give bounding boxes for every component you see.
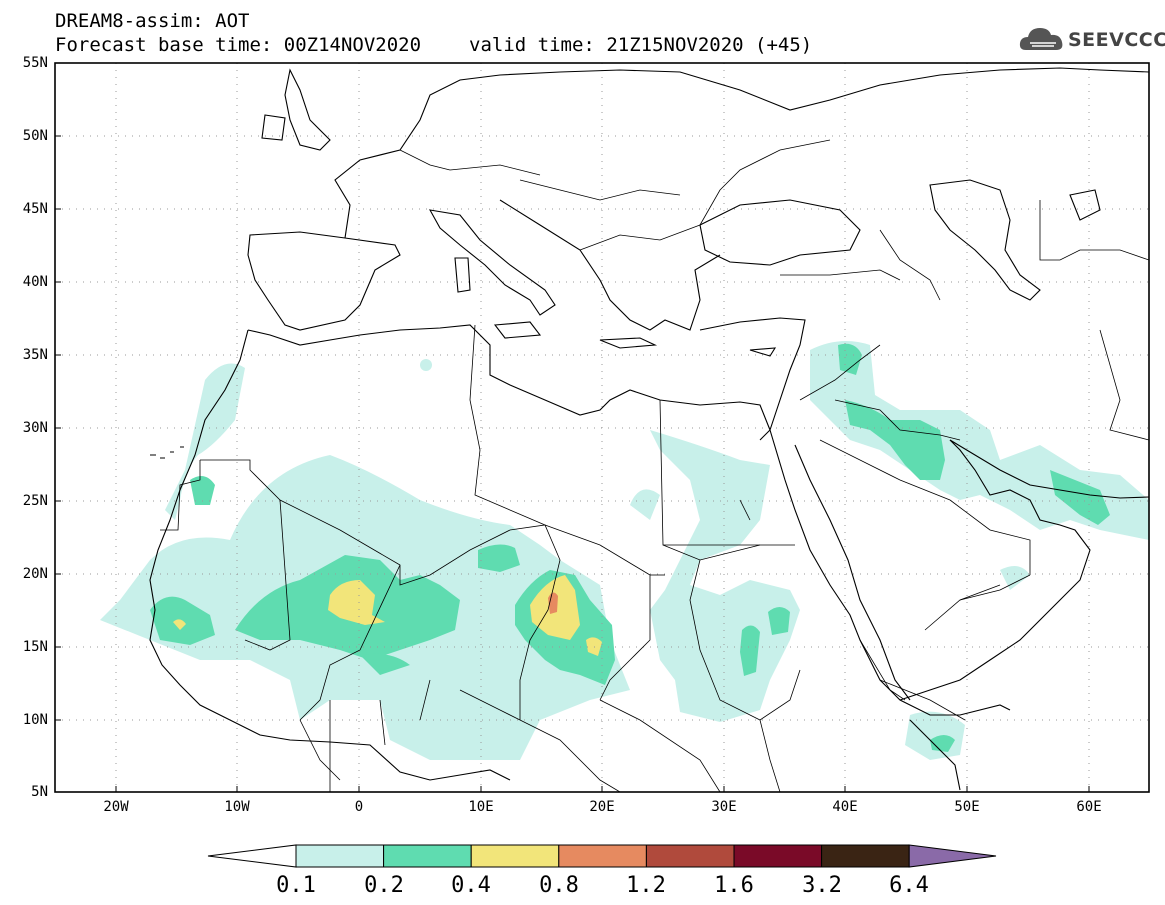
lat-label: 40N: [22, 274, 48, 290]
colorbar-label: 3.2: [802, 873, 842, 898]
colorbar-label: 0.4: [451, 873, 491, 898]
lat-label: 50N: [22, 128, 48, 144]
valid-time: valid time: 21Z15NOV2020 (+45): [469, 34, 813, 56]
aot-field-08: [173, 575, 602, 656]
colorbar-label: 0.2: [364, 873, 404, 898]
lat-label: 5N: [31, 784, 48, 800]
lat-label: 30N: [22, 420, 48, 436]
colorbar-label: 0.8: [539, 873, 579, 898]
cloud-icon: [1019, 28, 1063, 50]
forecast-times: Forecast base time: 00Z14NOV2020 valid ti…: [55, 34, 812, 56]
colorbar-swatch: [821, 844, 910, 868]
lon-label: 50E: [954, 799, 980, 815]
lat-label: 10N: [22, 712, 48, 728]
colorbar-swatch: [470, 844, 560, 868]
colorbar-swatch: [383, 844, 472, 868]
country-borders: [160, 139, 1149, 792]
base-time: Forecast base time: 00Z14NOV2020: [55, 34, 422, 56]
colorbar-label: 6.4: [889, 873, 929, 898]
aot-field-12: [548, 592, 558, 614]
colorbar-swatch: [645, 844, 735, 868]
lon-label: 60E: [1076, 799, 1102, 815]
colorbar-under-arrow: [207, 844, 297, 868]
lat-label: 45N: [22, 201, 48, 217]
lat-label: 20N: [22, 566, 48, 582]
colorbar-label: 0.1: [276, 873, 316, 898]
colorbar-swatch: [733, 844, 823, 868]
lat-label: 25N: [22, 493, 48, 509]
lat-label: 55N: [22, 55, 48, 71]
graticule: [55, 63, 1149, 792]
lon-label: 30E: [711, 799, 737, 815]
map-title: DREAM8-assim: AOT: [55, 10, 250, 32]
colorbar-label: 1.2: [626, 873, 666, 898]
lon-label: 10E: [468, 799, 494, 815]
lon-label: 20E: [589, 799, 615, 815]
colorbar-over-arrow: [908, 844, 997, 868]
axis-ticks: [55, 62, 1090, 792]
lon-label: 10W: [224, 799, 250, 815]
colorbar-swatch: [558, 844, 647, 868]
lon-label: 40E: [832, 799, 858, 815]
lon-label: 20W: [103, 799, 129, 815]
lat-label: 35N: [22, 347, 48, 363]
logo-text: SEEVCCC: [1068, 29, 1165, 51]
seevccc-logo: SEEVCCC: [1018, 22, 1165, 56]
colorbar-swatch: [295, 844, 385, 868]
colorbar: [207, 844, 997, 868]
lon-label: 0: [354, 799, 364, 815]
coastlines: [149, 67, 1149, 791]
lat-label: 15N: [22, 639, 48, 655]
colorbar-label: 1.6: [714, 873, 754, 898]
